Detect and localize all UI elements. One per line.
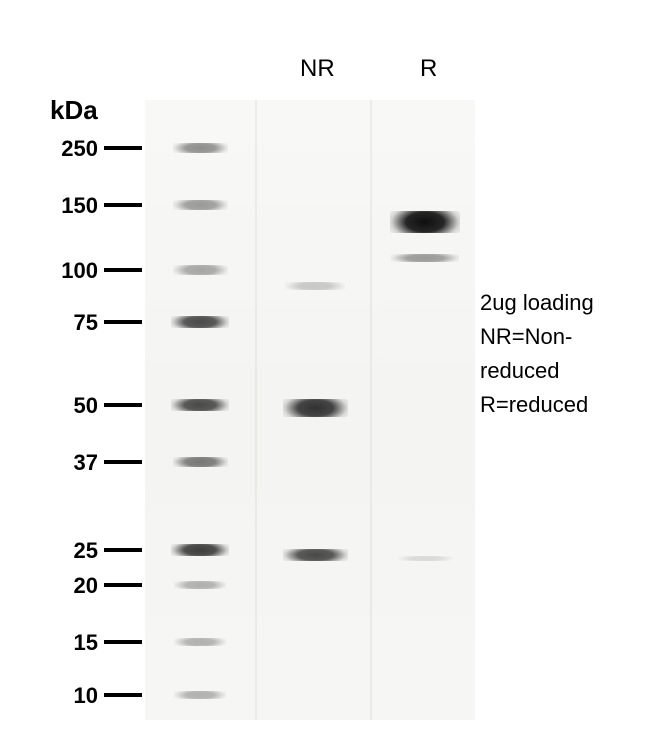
ladder-band-7: [174, 581, 226, 589]
mw-label-15: 15: [48, 630, 98, 656]
nr-band-0: [285, 282, 345, 290]
mw-tick-75: [104, 320, 142, 324]
annotation-line-2: NR=Non-: [480, 322, 572, 353]
annotation-line-1: 2ug loading: [480, 288, 594, 319]
kda-axis-label: kDa: [50, 95, 98, 126]
r-band-2: [398, 556, 453, 561]
mw-label-100: 100: [48, 258, 98, 284]
annotation-line-3: reduced: [480, 356, 560, 387]
ladder-band-4: [171, 399, 229, 411]
ladder-band-2: [173, 265, 228, 275]
mw-label-10: 10: [48, 683, 98, 709]
nr-band-1: [283, 399, 348, 417]
mw-tick-15: [104, 640, 142, 644]
lane-header-r: R: [420, 55, 437, 83]
mw-tick-10: [104, 693, 142, 697]
mw-label-150: 150: [48, 193, 98, 219]
lane-divider: [255, 100, 257, 720]
mw-label-250: 250: [48, 136, 98, 162]
annotation-line-4: R=reduced: [480, 390, 588, 421]
ladder-band-1: [173, 200, 228, 210]
ladder-band-3: [171, 316, 229, 328]
r-band-0: [390, 211, 460, 233]
ladder-band-0: [173, 143, 228, 153]
r-band-1: [391, 254, 459, 262]
mw-label-50: 50: [48, 393, 98, 419]
ladder-band-9: [174, 691, 226, 699]
ladder-band-8: [174, 638, 226, 646]
mw-tick-37: [104, 460, 142, 464]
mw-label-20: 20: [48, 573, 98, 599]
mw-tick-20: [104, 583, 142, 587]
lane-divider: [370, 100, 372, 720]
mw-tick-50: [104, 403, 142, 407]
mw-tick-25: [104, 548, 142, 552]
mw-tick-100: [104, 268, 142, 272]
lane-header-nr: NR: [300, 55, 335, 83]
ladder-band-6: [171, 544, 229, 556]
ladder-band-5: [173, 457, 228, 467]
mw-tick-150: [104, 203, 142, 207]
mw-label-75: 75: [48, 310, 98, 336]
mw-label-25: 25: [48, 538, 98, 564]
mw-tick-250: [104, 146, 142, 150]
mw-label-37: 37: [48, 450, 98, 476]
nr-band-2: [283, 549, 348, 561]
gel-figure: kDa NR R 2ug loading NR=Non- reduced R=r…: [0, 0, 650, 743]
